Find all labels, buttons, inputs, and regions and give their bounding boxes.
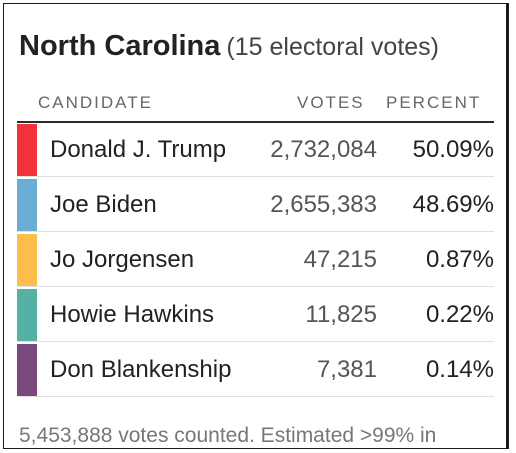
candidate-votes: 11,825 (305, 301, 377, 328)
party-color-swatch (17, 289, 37, 341)
column-header-votes: VOTES (297, 93, 365, 112)
candidate-percent: 48.69% (412, 191, 494, 218)
party-color-swatch (17, 179, 37, 231)
candidate-name: Don Blankenship (50, 356, 232, 383)
party-color-swatch (17, 234, 37, 286)
candidate-row-jorgensen: Jo Jorgensen 47,215 0.87% (17, 233, 494, 287)
party-color-swatch (17, 124, 37, 176)
candidate-row-trump: Donald J. Trump 2,732,084 50.09% (17, 123, 494, 177)
results-title: North Carolina (15 electoral votes) (19, 28, 439, 69)
candidate-votes: 2,655,383 (270, 191, 377, 218)
candidate-row-hawkins: Howie Hawkins 11,825 0.22% (17, 288, 494, 342)
candidate-percent: 50.09% (412, 136, 494, 163)
candidate-votes: 7,381 (316, 356, 377, 383)
candidate-percent: 0.87% (425, 246, 494, 273)
candidate-name: Howie Hawkins (50, 301, 215, 328)
header-divider (17, 121, 494, 123)
candidate-votes: 2,732,084 (270, 136, 377, 163)
candidate-name: Donald J. Trump (50, 136, 227, 163)
state-name: North Carolina (19, 30, 221, 62)
candidate-row-blankenship: Don Blankenship 7,381 0.14% (17, 343, 494, 397)
candidate-name: Jo Jorgensen (50, 246, 195, 273)
candidate-name: Joe Biden (50, 191, 157, 218)
results-card: North Carolina (15 electoral votes) CANDI… (3, 3, 509, 449)
results-table: Donald J. Trump 2,732,084 50.09% Joe Bid… (17, 123, 494, 398)
candidate-row-biden: Joe Biden 2,655,383 48.69% (17, 178, 494, 232)
electoral-votes: (15 electoral votes) (226, 33, 440, 61)
party-color-swatch (17, 344, 37, 396)
column-header-candidate: CANDIDATE (38, 93, 153, 112)
candidate-percent: 0.14% (425, 356, 494, 383)
votes-counted-status: 5,453,888 votes counted. Estimated >99% … (19, 424, 437, 447)
column-header-percent: PERCENT (386, 93, 482, 112)
candidate-votes: 47,215 (303, 246, 377, 273)
candidate-percent: 0.22% (425, 301, 494, 328)
